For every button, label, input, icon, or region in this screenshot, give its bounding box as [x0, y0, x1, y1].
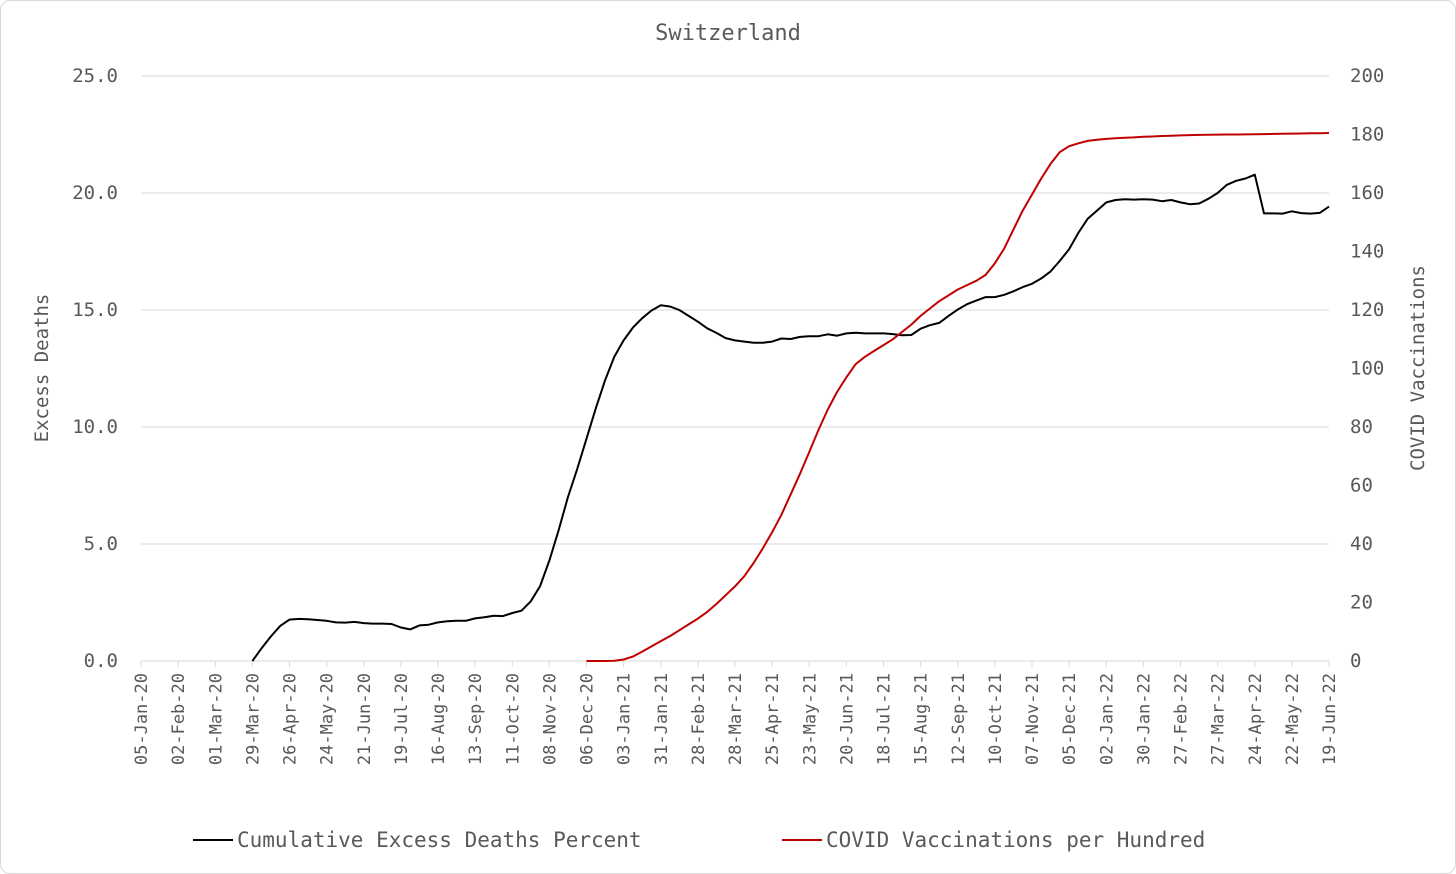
y-left-tick-label: 10.0	[72, 416, 118, 438]
legend-label-2: COVID Vaccinations per Hundred	[826, 828, 1205, 852]
series-line-1	[251, 173, 1330, 662]
y-right-tick-label: 100	[1350, 358, 1384, 380]
x-tick-label: 06-Dec-20	[578, 673, 598, 765]
x-tick-label: 13-Sep-20	[466, 673, 486, 765]
x-tick-label: 18-Jul-21	[875, 673, 895, 765]
series-lines	[251, 132, 1330, 662]
y-left-tick-label: 20.0	[72, 182, 118, 204]
y-axis-right: 0 20 40 60 80 100 120 140 160 180 200	[1350, 65, 1384, 672]
x-tick-label: 05-Jan-20	[132, 673, 152, 765]
x-tick-label: 29-Mar-20	[243, 673, 263, 765]
y-right-tick-label: 60	[1350, 475, 1373, 497]
y-right-tick-label: 80	[1350, 416, 1373, 438]
y-axis-left: 0.0 5.0 10.0 15.0 20.0 25.0	[72, 65, 118, 672]
y-right-tick-label: 160	[1350, 182, 1384, 204]
series-line-2	[586, 132, 1330, 662]
x-tick-label: 24-May-20	[318, 673, 338, 765]
y-right-tick-label: 140	[1350, 241, 1384, 263]
x-tick-label: 21-Jun-20	[355, 673, 375, 765]
x-tick-label: 25-Apr-21	[763, 673, 783, 765]
legend-label-1: Cumulative Excess Deaths Percent	[237, 828, 642, 852]
x-tick-label: 20-Jun-21	[837, 673, 857, 765]
y-left-tick-label: 5.0	[84, 533, 118, 555]
y-left-tick-label: 25.0	[72, 65, 118, 87]
x-tick-label: 07-Nov-21	[1023, 673, 1043, 765]
x-tick-label: 12-Sep-21	[949, 673, 969, 765]
y-right-tick-label: 20	[1350, 592, 1373, 614]
legend: Cumulative Excess Deaths Percent COVID Va…	[193, 828, 1205, 852]
x-tick-label: 05-Dec-21	[1060, 673, 1080, 765]
x-tick-label: 19-Jun-22	[1320, 673, 1340, 765]
x-tick-label: 10-Oct-21	[986, 673, 1006, 765]
x-tick-label: 19-Jul-20	[392, 673, 412, 765]
x-tick-label: 24-Apr-22	[1246, 673, 1266, 765]
x-tick-label: 03-Jan-21	[615, 673, 635, 765]
x-axis: 05-Jan-20 02-Feb-20 01-Mar-20 29-Mar-20 26-A…	[132, 660, 1340, 765]
x-tick-label: 23-May-21	[800, 673, 820, 765]
x-tick-label: 30-Jan-22	[1134, 673, 1154, 765]
x-tick-label: 02-Jan-22	[1097, 673, 1117, 765]
y-right-tick-label: 0	[1350, 650, 1361, 672]
x-tick-label: 16-Aug-20	[429, 673, 449, 765]
y-right-tick-label: 120	[1350, 299, 1384, 321]
x-tick-label: 28-Mar-21	[726, 673, 746, 765]
y-right-tick-label: 180	[1350, 124, 1384, 146]
x-tick-label: 27-Feb-22	[1172, 673, 1192, 765]
x-tick-label: 28-Feb-21	[689, 673, 709, 765]
x-tick-label: 01-Mar-20	[206, 673, 226, 765]
y-right-tick-label: 40	[1350, 533, 1373, 555]
x-tick-label: 27-Mar-22	[1209, 673, 1229, 765]
x-tick-label: 31-Jan-21	[652, 673, 672, 765]
y-left-tick-label: 15.0	[72, 299, 118, 321]
gridlines	[141, 75, 1329, 545]
y-right-axis-label: COVID Vaccinations	[1407, 265, 1429, 471]
y-left-axis-label: Excess Deaths	[31, 294, 53, 443]
chart-title: Switzerland	[655, 21, 801, 46]
x-tick-label: 11-Oct-20	[503, 673, 523, 765]
y-left-tick-label: 0.0	[84, 650, 118, 672]
x-tick-label: 22-May-22	[1283, 673, 1303, 765]
y-right-tick-label: 200	[1350, 65, 1384, 87]
x-tick-label: 02-Feb-20	[169, 673, 189, 765]
x-tick-label: 08-Nov-20	[540, 673, 560, 765]
x-tick-label: 15-Aug-21	[912, 673, 932, 765]
x-tick-label: 26-Apr-20	[281, 673, 301, 765]
